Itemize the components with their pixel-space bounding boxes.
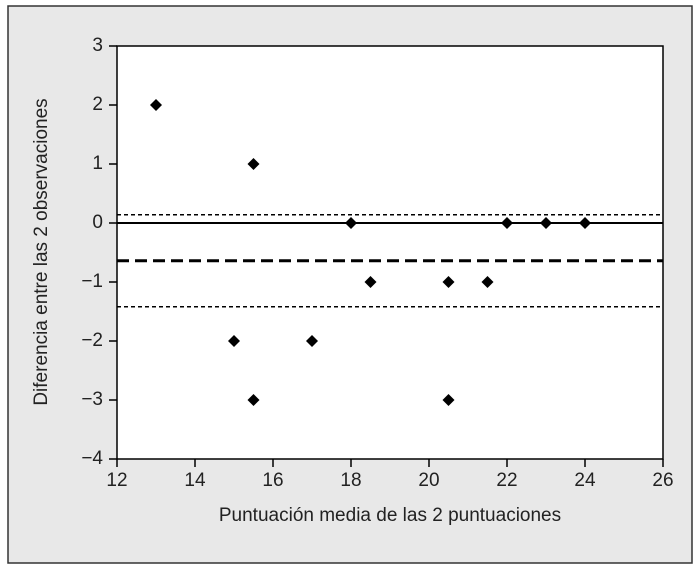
y-axis-label: Diferencia entre las 2 observaciones bbox=[31, 98, 52, 405]
point bbox=[442, 276, 455, 288]
point bbox=[247, 158, 260, 170]
point bbox=[481, 276, 494, 288]
x-tick-label: 14 bbox=[184, 470, 206, 491]
point bbox=[345, 217, 357, 229]
point bbox=[228, 335, 240, 347]
y-tick-label: −4 bbox=[81, 448, 103, 469]
y-tick-label: −2 bbox=[81, 330, 103, 351]
x-tick-label: 26 bbox=[652, 470, 673, 491]
point bbox=[501, 217, 513, 229]
plot-area bbox=[116, 45, 664, 460]
point bbox=[540, 217, 552, 229]
y-tick-label: 0 bbox=[92, 212, 103, 233]
x-tick-label: 12 bbox=[106, 470, 127, 491]
x-tick-label: 20 bbox=[418, 470, 439, 491]
point bbox=[306, 335, 318, 347]
x-tick-label: 18 bbox=[340, 470, 361, 491]
y-tick-label: 3 bbox=[92, 35, 103, 56]
y-tick-label: −1 bbox=[81, 271, 103, 292]
point bbox=[579, 217, 591, 229]
point bbox=[247, 394, 260, 406]
x-tick-label: 22 bbox=[496, 470, 517, 491]
x-axis-label: Puntuación media de las 2 puntuaciones bbox=[219, 505, 561, 526]
y-tick-label: 1 bbox=[92, 153, 103, 174]
x-tick-label: 16 bbox=[262, 470, 283, 491]
point bbox=[442, 394, 455, 406]
y-tick-label: −3 bbox=[81, 389, 103, 410]
y-tick-label: 2 bbox=[92, 94, 103, 115]
point bbox=[150, 99, 162, 111]
point bbox=[364, 276, 377, 288]
x-tick-label: 24 bbox=[574, 470, 596, 491]
